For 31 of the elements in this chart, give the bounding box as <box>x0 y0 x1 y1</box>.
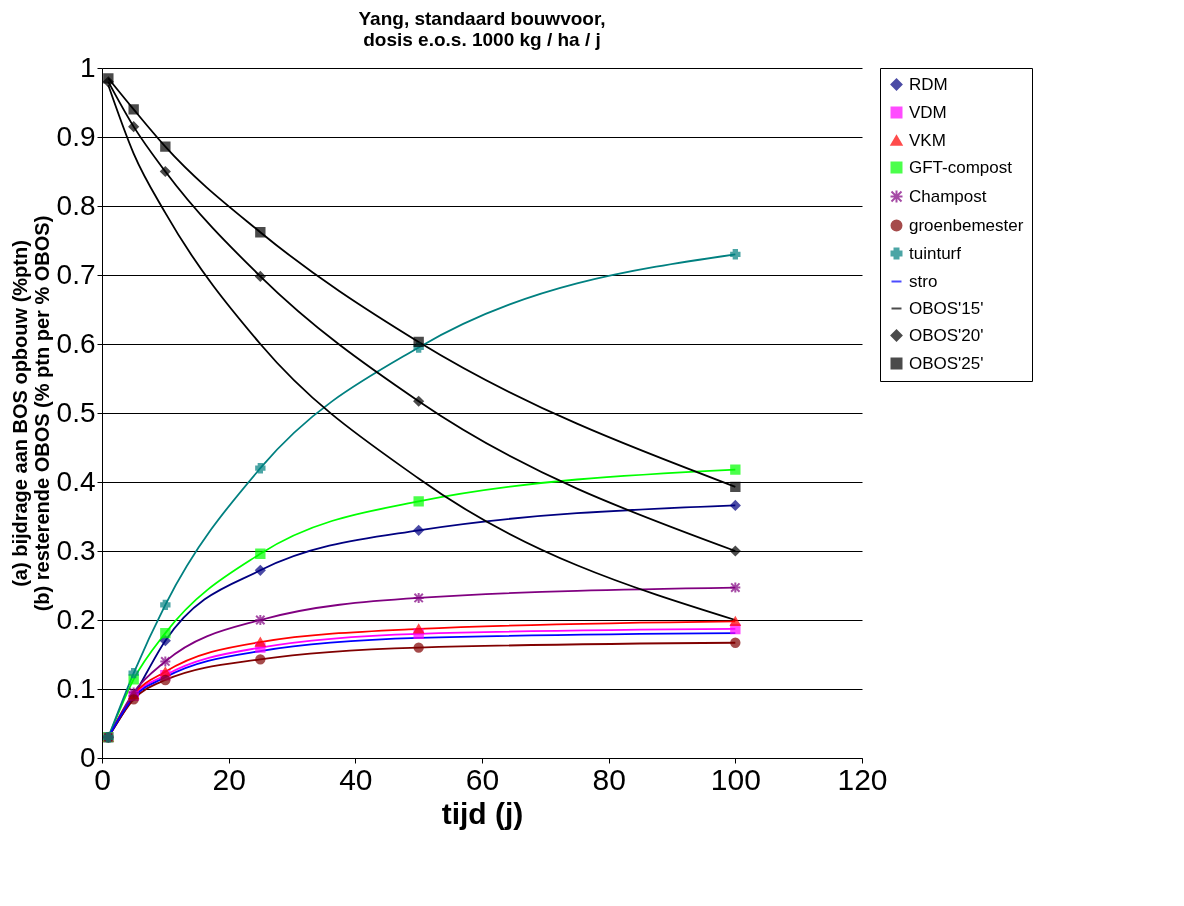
y-axis-title: (a) bijdrage aan BOS opbouw (%ptn) (b) resterende OBOS (% ptn per % OBOS) <box>8 215 53 612</box>
x-tick-label: 60 <box>465 762 500 796</box>
y-tick-label: 0.4 <box>56 465 96 497</box>
legend-label: tuinturf <box>909 243 962 263</box>
chart-title: Yang, standaard bouwvoor, dosis e.o.s. 1000 kg / ha / j <box>358 8 606 50</box>
legend-label: GFT-compost <box>909 157 1013 177</box>
x-tick-label: 100 <box>710 762 761 796</box>
y-tick-label: 0.1 <box>56 672 96 704</box>
y-tick-label: 0.8 <box>56 189 96 221</box>
x-tick-label: 20 <box>212 762 246 796</box>
x-axis-title: tijd (j) <box>441 796 524 830</box>
x-tick-label: 80 <box>592 762 626 796</box>
y-tick-label: 1 <box>79 51 96 83</box>
legend-label: groenbemester <box>909 215 1024 235</box>
y-tick-label: 0 <box>79 741 96 773</box>
legend-label: VDM <box>909 102 947 122</box>
legend-label: OBOS'15' <box>909 298 984 318</box>
legend-label: Champost <box>909 186 987 206</box>
y-tick-label: 0.6 <box>56 327 96 359</box>
legend-label: RDM <box>909 74 948 94</box>
y-tick-label: 0.9 <box>56 120 96 152</box>
y-tick-label: 0.2 <box>56 603 96 635</box>
y-tick-label: 0.5 <box>56 396 96 428</box>
x-tick-label: 120 <box>837 762 888 796</box>
legend-label: OBOS'20' <box>909 325 984 345</box>
legend-label: VKM <box>909 130 946 150</box>
legend-label: OBOS'25' <box>909 353 984 373</box>
legend-label: stro <box>909 271 938 291</box>
y-tick-label: 0.3 <box>56 534 96 566</box>
y-tick-label: 0.7 <box>56 258 96 290</box>
x-tick-label: 40 <box>339 762 373 796</box>
